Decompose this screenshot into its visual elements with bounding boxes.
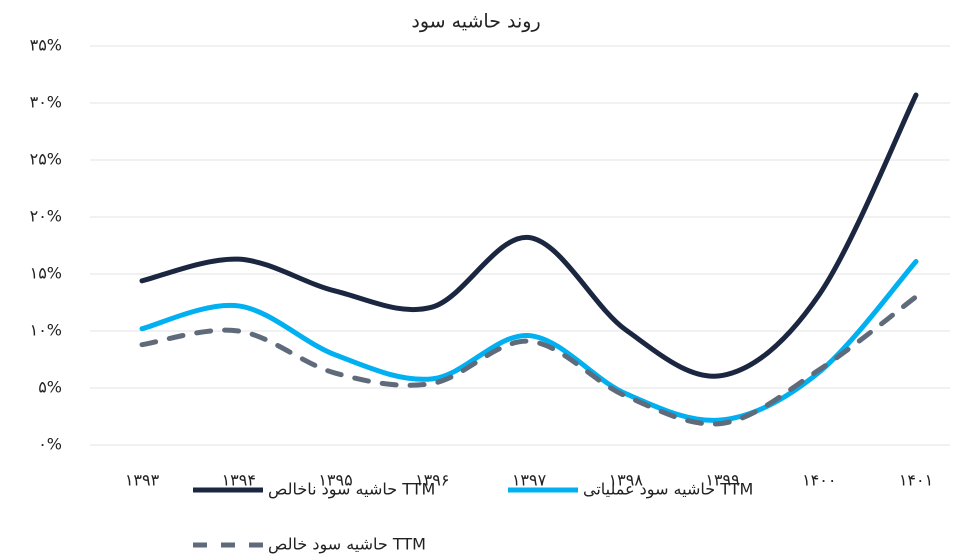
x-tick-label: ۱۳۹۶ — [415, 471, 449, 490]
y-tick-label: ۲۰% — [30, 207, 62, 226]
series-line — [139, 258, 919, 423]
x-tick-label: ۱۴۰۱ — [899, 471, 933, 490]
y-tick-label: ۲۵% — [30, 150, 62, 169]
legend-label: حاشیه سود ناخالص TTM — [268, 480, 435, 500]
y-tick-label: ۱۰% — [30, 321, 62, 340]
y-tick-label: ۵% — [38, 378, 62, 397]
legend-label: حاشیه سود خالص TTM — [268, 535, 426, 555]
chart-title: روند حاشیه سود — [411, 11, 540, 33]
y-tick-label: ۳۰% — [30, 93, 62, 112]
x-tick-label: ۱۳۹۳ — [125, 471, 160, 490]
x-tick-label: ۱۴۰۰ — [802, 471, 836, 490]
x-tick-label: ۱۳۹۷ — [512, 471, 547, 490]
legend-label: حاشیه سود عملیاتی TTM — [583, 480, 753, 500]
y-tick-label: ۰% — [38, 435, 62, 454]
series-line — [139, 92, 919, 379]
x-tick-label: ۱۳۹۴ — [222, 471, 256, 490]
x-tick-label: ۱۳۹۸ — [609, 471, 644, 490]
x-tick-label: ۱۳۹۵ — [318, 471, 352, 490]
y-tick-label: ۱۵% — [30, 264, 62, 283]
y-tick-label: ۳۵% — [30, 36, 62, 55]
x-tick-label: ۱۳۹۹ — [705, 471, 739, 490]
series-line — [139, 294, 919, 427]
